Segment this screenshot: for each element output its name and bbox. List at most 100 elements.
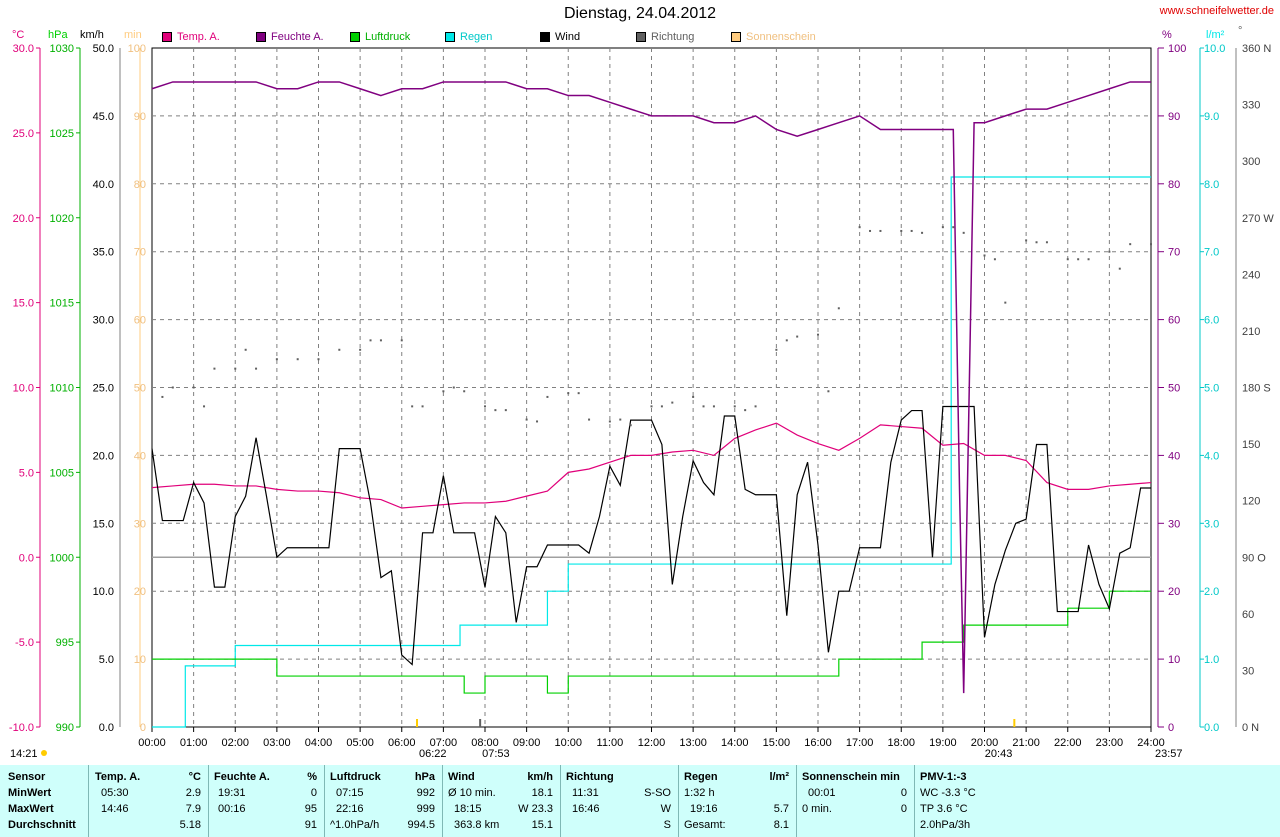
tick-kmh: 25.0 (93, 383, 114, 395)
legend-wind: Wind (540, 31, 580, 43)
series-temp (151, 422, 1152, 509)
stats-wind-min-value: 18.1 (531, 787, 553, 799)
marker-left-time: 14:21 (10, 748, 38, 760)
direction-point (463, 390, 466, 393)
stats-pressure-column: Luftdruck hPa 07:15 992 22:16 999 ^1.0hPa/h… (330, 769, 435, 833)
tick-hpa: 1020 (50, 213, 74, 225)
tick-pct: 60 (1168, 315, 1180, 327)
legend-pressure-label: Luftdruck (365, 31, 411, 43)
stats-sun-max-time: 00:01 (808, 787, 836, 799)
tick-temp: 10.0 (13, 383, 34, 395)
direction-point (941, 226, 944, 229)
tick-x: 18:00 (887, 737, 915, 749)
stats-rain-max-value: 5.7 (773, 803, 789, 815)
direction-point (827, 390, 830, 393)
tick-hpa: 1000 (50, 552, 74, 564)
sun-marker (1013, 719, 1016, 727)
direction-point (900, 229, 903, 232)
tick-x: 14:00 (721, 737, 749, 749)
tick-deg: 300 (1242, 156, 1260, 168)
tick-pct: 100 (1168, 43, 1186, 55)
tick-pct: 40 (1168, 450, 1180, 462)
sun-marker (416, 719, 419, 727)
legend-rain-swatch (445, 32, 455, 42)
tick-pct: 70 (1168, 247, 1180, 259)
stats-hum-min-value: 0 (310, 787, 317, 799)
tick-hpa: 990 (56, 722, 74, 734)
stats-divider (914, 765, 915, 837)
tick-x: 15:00 (763, 737, 791, 749)
direction-point (494, 409, 497, 412)
tick-min: 10 (134, 654, 146, 666)
marker-moonrise: 23:57 (1155, 748, 1183, 760)
legend-pressure-swatch (350, 32, 360, 42)
marker-sunrise: 06:22 (419, 748, 447, 760)
direction-point (1025, 239, 1028, 242)
tick-min: 90 (134, 111, 146, 123)
tick-x: 21:00 (1012, 737, 1040, 749)
tick-min: 80 (134, 179, 146, 191)
direction-point (442, 390, 445, 393)
tick-temp: 15.0 (13, 298, 34, 310)
direction-point (744, 409, 747, 412)
direction-point (775, 348, 778, 351)
tick-x: 08:00 (471, 737, 499, 749)
tick-min: 100 (128, 43, 146, 55)
stats-row-max-label: MaxWert (8, 803, 54, 815)
direction-point (161, 395, 164, 398)
direction-point (796, 335, 799, 338)
axis-unit-hpa: hPa (48, 29, 68, 41)
direction-point (379, 339, 382, 342)
tick-deg: 120 (1242, 496, 1260, 508)
tick-rain: 5.0 (1204, 383, 1219, 395)
legend-pressure: Luftdruck (350, 31, 410, 43)
direction-point (952, 226, 955, 229)
tick-deg: 60 (1242, 609, 1254, 621)
direction-point (203, 405, 206, 408)
stats-temp-min-value: 2.9 (185, 787, 201, 799)
site-link[interactable]: www.schneifelwetter.de (1159, 5, 1274, 17)
tick-x: 24:00 (1137, 737, 1165, 749)
axis-unit-rain: l/m² (1206, 29, 1225, 41)
stats-divider (208, 765, 209, 837)
tick-deg: 330 (1242, 100, 1260, 112)
stats-dir-max-value: W (660, 803, 671, 815)
tick-hpa: 1005 (50, 467, 74, 479)
stats-press-min-value: 992 (416, 787, 435, 799)
stats-pmv-tp: TP 3.6 °C (920, 803, 968, 815)
direction-point (213, 367, 216, 370)
tick-kmh: 40.0 (93, 179, 114, 191)
stats-header-rain: Regen (684, 771, 718, 783)
direction-point (536, 420, 539, 423)
stats-dir-avg-value: S (663, 819, 671, 831)
stats-header-pressure: Luftdruck (330, 771, 381, 783)
direction-point (671, 401, 674, 404)
tick-deg: 270 W (1242, 213, 1274, 225)
tick-rain: 4.0 (1204, 450, 1219, 462)
legend-wind-swatch (540, 32, 550, 42)
direction-point (629, 424, 632, 427)
stats-hum-min-time: 19:31 (218, 787, 246, 799)
tick-x: 04:00 (305, 737, 333, 749)
direction-point (234, 367, 237, 370)
direction-point (962, 231, 965, 234)
legend-humidity-swatch (256, 32, 266, 42)
tick-deg: 30 (1242, 665, 1254, 677)
direction-point (1066, 258, 1069, 261)
legend-direction-label: Richtung (651, 31, 695, 43)
legend-direction-swatch (636, 32, 646, 42)
stats-wind-avg-time: 363.8 km (454, 819, 500, 831)
tick-rain: 3.0 (1204, 518, 1219, 530)
direction-point (244, 348, 247, 351)
tick-kmh: 20.0 (93, 450, 114, 462)
stats-header-temp-unit: °C (188, 771, 201, 783)
tick-x: 03:00 (263, 737, 291, 749)
direction-point (1045, 241, 1048, 244)
tick-deg: 240 (1242, 269, 1260, 281)
stats-temp-avg-value: 5.18 (179, 819, 201, 831)
tick-pct: 20 (1168, 586, 1180, 598)
stats-header-pressure-unit: hPa (414, 771, 435, 783)
tick-temp: 30.0 (13, 43, 34, 55)
tick-pct: 10 (1168, 654, 1180, 666)
stats-sunshine-column: Sonnenschein min 00:01 0 0 min. 0 (802, 769, 907, 817)
